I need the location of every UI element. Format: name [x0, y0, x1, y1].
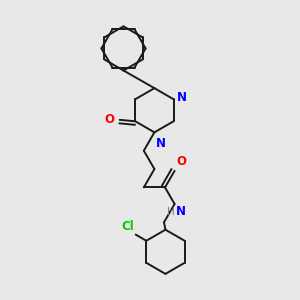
Text: O: O: [176, 155, 186, 169]
Text: H: H: [167, 207, 175, 217]
Text: O: O: [105, 113, 115, 126]
Text: N: N: [176, 205, 185, 218]
Text: Cl: Cl: [122, 220, 134, 233]
Text: N: N: [177, 91, 188, 104]
Text: N: N: [156, 137, 166, 150]
